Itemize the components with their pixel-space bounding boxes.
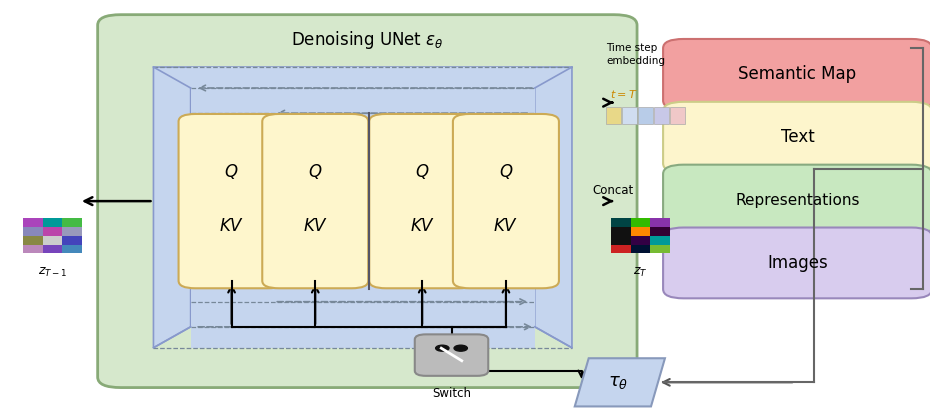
FancyBboxPatch shape bbox=[453, 114, 559, 288]
Text: $\tau_\theta$: $\tau_\theta$ bbox=[608, 373, 629, 391]
Bar bbox=[650, 227, 670, 236]
Text: $KV$: $KV$ bbox=[219, 217, 245, 235]
Bar bbox=[62, 236, 82, 245]
Bar bbox=[631, 227, 650, 236]
Text: $Q$: $Q$ bbox=[415, 162, 430, 181]
Bar bbox=[611, 218, 631, 227]
Text: $Q$: $Q$ bbox=[308, 162, 323, 181]
Bar bbox=[611, 236, 631, 245]
Bar bbox=[611, 245, 631, 253]
Text: $KV$: $KV$ bbox=[302, 217, 328, 235]
Polygon shape bbox=[575, 358, 665, 406]
Circle shape bbox=[454, 345, 468, 351]
Bar bbox=[631, 245, 650, 253]
Bar bbox=[631, 218, 650, 227]
Text: $Q$: $Q$ bbox=[498, 162, 513, 181]
FancyBboxPatch shape bbox=[663, 165, 930, 235]
Bar bbox=[23, 227, 43, 236]
Text: $KV$: $KV$ bbox=[493, 217, 519, 235]
Bar bbox=[62, 227, 82, 236]
Bar bbox=[670, 107, 684, 124]
Bar bbox=[43, 236, 62, 245]
Bar bbox=[654, 107, 669, 124]
Text: $z_{T-1}$: $z_{T-1}$ bbox=[38, 266, 67, 279]
Bar bbox=[650, 245, 670, 253]
FancyBboxPatch shape bbox=[663, 39, 930, 110]
FancyBboxPatch shape bbox=[262, 114, 368, 288]
Bar bbox=[650, 236, 670, 245]
Text: $t = T$: $t = T$ bbox=[610, 88, 638, 100]
Text: $Q$: $Q$ bbox=[224, 162, 239, 181]
Bar bbox=[631, 236, 650, 245]
FancyBboxPatch shape bbox=[663, 102, 930, 173]
Bar bbox=[622, 107, 637, 124]
Text: Time step
embedding: Time step embedding bbox=[606, 43, 665, 66]
Text: $z_T$: $z_T$ bbox=[633, 266, 647, 279]
Text: Text: Text bbox=[780, 128, 815, 146]
FancyBboxPatch shape bbox=[98, 15, 637, 388]
Bar bbox=[43, 227, 62, 236]
FancyBboxPatch shape bbox=[369, 114, 475, 288]
Bar bbox=[23, 218, 43, 227]
Bar bbox=[191, 67, 535, 348]
Text: Semantic Map: Semantic Map bbox=[738, 65, 857, 83]
Bar bbox=[43, 245, 62, 253]
Text: Representations: Representations bbox=[736, 193, 859, 207]
Circle shape bbox=[435, 345, 449, 351]
Text: Switch: Switch bbox=[432, 387, 471, 401]
Bar bbox=[62, 245, 82, 253]
Text: Images: Images bbox=[767, 254, 828, 272]
Bar bbox=[611, 227, 631, 236]
Bar bbox=[650, 218, 670, 227]
Text: Denoising UNet $\varepsilon_\theta$: Denoising UNet $\varepsilon_\theta$ bbox=[291, 29, 444, 51]
Bar bbox=[606, 107, 621, 124]
FancyBboxPatch shape bbox=[415, 334, 488, 376]
FancyBboxPatch shape bbox=[663, 228, 930, 298]
Polygon shape bbox=[153, 67, 572, 348]
Bar bbox=[62, 218, 82, 227]
Text: Concat: Concat bbox=[592, 184, 633, 197]
Bar bbox=[43, 218, 62, 227]
Text: $KV$: $KV$ bbox=[409, 217, 435, 235]
Bar bbox=[23, 236, 43, 245]
Bar bbox=[638, 107, 653, 124]
Bar bbox=[23, 245, 43, 253]
FancyBboxPatch shape bbox=[179, 114, 285, 288]
